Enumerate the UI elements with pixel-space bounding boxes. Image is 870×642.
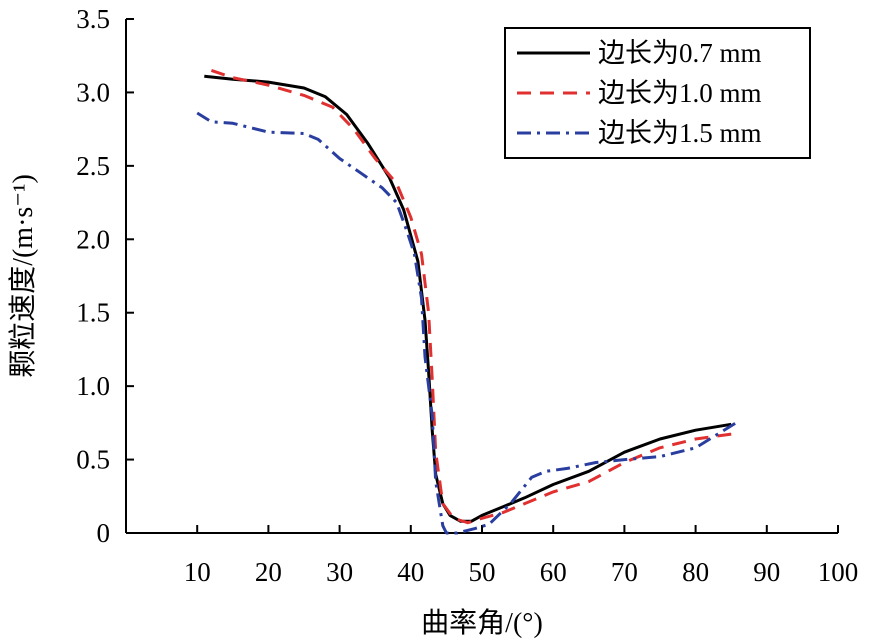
series-lines [196, 68, 740, 535]
x-tick-label: 50 [469, 557, 496, 587]
x-tick-label: 80 [682, 557, 709, 587]
y-tick-label: 3.0 [76, 77, 110, 107]
y-tick-label: 0 [97, 518, 111, 548]
x-tick-label: 90 [753, 557, 780, 587]
legend-box [504, 27, 811, 159]
x-tick-label: 60 [540, 557, 567, 587]
y-tick-label: 1.0 [76, 371, 110, 401]
x-tick-label: 40 [397, 557, 424, 587]
x-axis-title: 曲率角/(°) [421, 607, 543, 639]
series-line-3 [196, 111, 740, 535]
y-tick-label: 1.5 [76, 298, 110, 328]
x-tick-label: 20 [255, 557, 282, 587]
legend-label-1: 边长为0.7 mm [598, 38, 762, 68]
legend: 边长为0.7 mm 边长为1.0 mm 边长为1.5 mm [504, 27, 811, 159]
legend-label-3: 边长为1.5 mm [598, 118, 762, 148]
x-tick-label: 100 [818, 557, 859, 587]
x-tick-label: 10 [184, 557, 211, 587]
series-line-2 [210, 68, 739, 525]
y-tick-label: 2.5 [76, 151, 110, 181]
axes: 10 20 30 40 50 60 70 80 90 100 0 0.5 1.0 1.5 2.0 2.5 3.0… [76, 4, 858, 587]
x-tick-label: 30 [326, 557, 353, 587]
y-tick-label: 0.5 [76, 445, 110, 475]
y-tick-label: 3.5 [76, 4, 110, 34]
y-axis-title: 颗粒速度/(m·s⁻¹) [7, 174, 39, 378]
legend-label-2: 边长为1.0 mm [598, 78, 762, 108]
y-tick-label: 2.0 [76, 224, 110, 254]
x-tick-label: 70 [611, 557, 638, 587]
